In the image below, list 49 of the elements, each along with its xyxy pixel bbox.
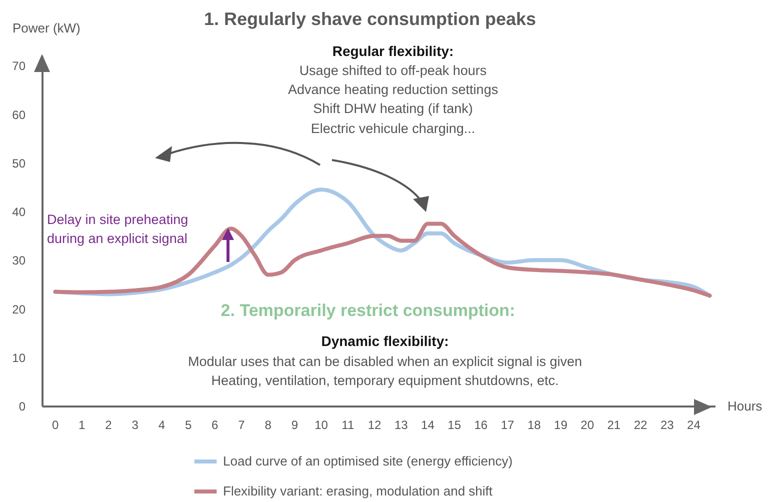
chart-title: 1. Regularly shave consumption peaks bbox=[204, 9, 536, 29]
x-tick-label: 17 bbox=[500, 418, 515, 432]
x-tick-label: 5 bbox=[184, 418, 192, 432]
annotation: 2. Temporarily restrict consumption: bbox=[220, 301, 516, 320]
y-tick-label: 60 bbox=[12, 108, 26, 122]
annotation: Dynamic flexibility: bbox=[321, 333, 449, 349]
x-tick-label: 20 bbox=[580, 418, 594, 432]
x-tick-label: 2 bbox=[105, 418, 112, 432]
x-tick-label: 13 bbox=[394, 418, 408, 432]
x-axis-title: Hours bbox=[728, 398, 763, 414]
x-tick-label: 12 bbox=[368, 418, 382, 432]
x-tick-label: 1 bbox=[78, 418, 86, 432]
annotation: Advance heating reduction settings bbox=[288, 82, 498, 97]
annotation: Delay in site preheating bbox=[47, 212, 188, 227]
x-tick-label: 11 bbox=[342, 418, 354, 432]
annotation: Shift DHW heating (if tank) bbox=[313, 101, 473, 116]
y-tick-label: 30 bbox=[12, 254, 26, 268]
x-tick-label: 15 bbox=[448, 418, 462, 432]
x-tick-label: 21 bbox=[607, 418, 621, 432]
annotation: Heating, ventilation, temporary equipment shutdowns, etc. bbox=[211, 373, 559, 388]
x-tick-label: 7 bbox=[238, 418, 246, 432]
x-tick-label: 14 bbox=[421, 418, 435, 432]
x-tick-label: 9 bbox=[291, 418, 298, 432]
annotation: during an explicit signal bbox=[47, 231, 188, 246]
x-tick-label: 8 bbox=[264, 418, 272, 432]
x-tick-label: 22 bbox=[634, 418, 648, 432]
y-axis-title: Power (kW) bbox=[12, 20, 80, 36]
x-tick-label: 10 bbox=[314, 418, 328, 432]
x-tick-label: 6 bbox=[212, 418, 219, 432]
y-tick-label: 20 bbox=[12, 302, 26, 316]
x-tick-label: 24 bbox=[687, 418, 701, 432]
x-tick-label: 16 bbox=[474, 418, 488, 432]
x-tick-label: 19 bbox=[554, 418, 568, 432]
annotation: Electric vehicule charging... bbox=[310, 121, 476, 136]
legend-label: Flexibility variant: erasing, modulation and shift bbox=[223, 484, 493, 498]
y-tick-label: 70 bbox=[12, 59, 26, 74]
annotation: Regular flexibility: bbox=[332, 43, 454, 59]
x-tick-label: 23 bbox=[660, 418, 674, 432]
annotation: Usage shifted to off-peak hours bbox=[299, 63, 487, 78]
y-tick-label: 50 bbox=[12, 156, 26, 170]
annotation: Modular uses that can be disabled when an explicit signal is given bbox=[188, 354, 582, 369]
x-tick-label: 0 bbox=[52, 418, 59, 432]
y-tick-label: 0 bbox=[18, 400, 26, 414]
x-tick-label: 3 bbox=[132, 418, 139, 432]
y-tick-label: 40 bbox=[12, 205, 26, 220]
y-tick-label: 10 bbox=[12, 350, 26, 365]
x-tick-label: 18 bbox=[527, 418, 542, 432]
legend-label: Load curve of an optimised site (energy efficiency) bbox=[223, 454, 513, 468]
x-tick-label: 4 bbox=[158, 418, 166, 432]
